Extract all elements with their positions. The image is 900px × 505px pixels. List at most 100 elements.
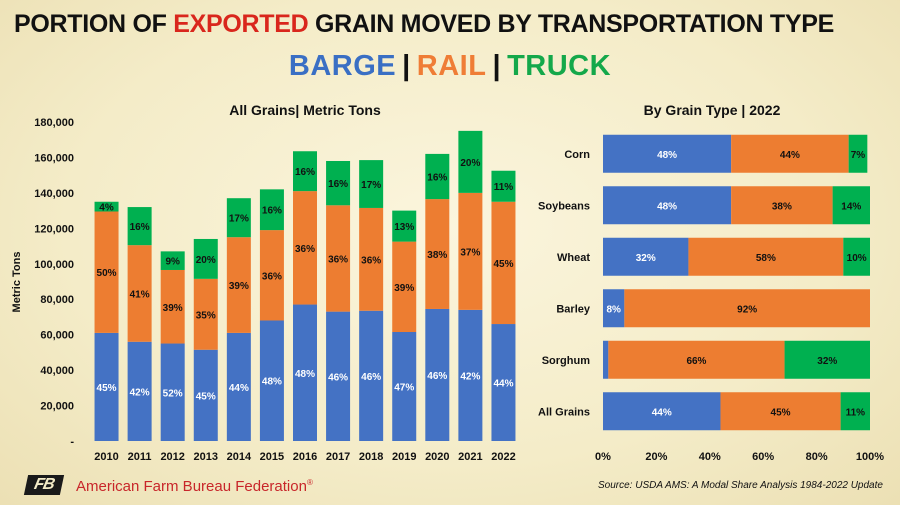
y-axis-label: Metric Tons	[11, 252, 23, 313]
bar-segment-truck	[848, 134, 868, 173]
bar-segment-truck	[392, 210, 417, 242]
y-tick-label: 120,000	[34, 223, 74, 235]
bar-segment-rail	[160, 269, 185, 344]
y-tick-label: 160,000	[34, 152, 74, 164]
bar-segment-truck	[491, 170, 516, 202]
bar-value-label: 47%	[394, 383, 414, 394]
bar-segment-truck	[226, 198, 251, 238]
bar-value-label: 17%	[229, 214, 249, 225]
category-label: Corn	[564, 149, 590, 161]
bar-value-label: 58%	[756, 253, 776, 264]
x-tick-label: 2013	[194, 451, 218, 463]
bar-value-label: 36%	[361, 255, 381, 266]
bar-value-label: 20%	[196, 255, 216, 266]
bar-segment-truck	[293, 151, 317, 192]
bar-value-label: 13%	[394, 222, 414, 233]
bar-value-label: 16%	[427, 172, 447, 183]
bar-segment-barge	[425, 308, 450, 441]
bar-segment-barge	[603, 134, 732, 173]
x-tick-label: 2020	[425, 451, 449, 463]
x-tick-label: 100%	[856, 451, 884, 463]
bar-segment-rail	[491, 201, 516, 325]
bar-value-label: 4%	[99, 203, 114, 214]
bar-value-label: 44%	[652, 407, 672, 418]
registered-mark: ®	[306, 478, 313, 487]
y-tick-label: 80,000	[40, 294, 74, 306]
y-tick-label: 100,000	[34, 259, 74, 271]
bar-value-label: 14%	[841, 201, 861, 212]
bar-value-label: 16%	[130, 222, 150, 233]
bar-value-label: 7%	[851, 150, 866, 161]
legend-rail: RAIL	[416, 50, 487, 82]
bar-value-label: 44%	[780, 150, 800, 161]
y-tick-label: 180,000	[34, 117, 74, 129]
legend-barge: BARGE	[288, 50, 397, 82]
bar-segment-barge	[392, 332, 417, 441]
bar-value-label: 48%	[657, 150, 677, 161]
x-tick-label: 2018	[359, 451, 383, 463]
grain-type-chart: By Grain Type | 2022 Corn 48% 44% 7% Soybeans…	[538, 102, 884, 463]
bar-segment-barge	[160, 343, 185, 441]
x-tick-label: 80%	[806, 451, 828, 463]
bar-segment-barge	[326, 311, 351, 441]
bar-segment-rail	[193, 278, 218, 350]
bar-segment-truck	[259, 189, 284, 231]
x-tick-label: 0%	[595, 451, 611, 463]
bar-segment-barge	[603, 340, 609, 379]
bar-value-label: 10%	[847, 253, 867, 264]
bar-value-label: 42%	[130, 387, 150, 398]
bar-value-label: 32%	[817, 356, 837, 367]
bar-segment-truck	[127, 207, 152, 246]
bar-value-label: 46%	[427, 371, 447, 382]
x-tick-label: 2019	[392, 451, 416, 463]
bar-segment-truck	[425, 153, 450, 200]
bar-value-label: 9%	[165, 257, 180, 268]
bar-value-label: 45%	[771, 407, 791, 418]
category-label: Barley	[556, 303, 591, 315]
bar-value-label: 52%	[163, 388, 183, 399]
bar-value-label: 32%	[636, 253, 656, 264]
bar-segment-truck	[784, 340, 870, 379]
bar-segment-rail	[608, 340, 785, 379]
bar-segment-barge	[458, 309, 483, 441]
category-label: Soybeans	[538, 200, 590, 212]
bar-segment-rail	[392, 241, 417, 333]
bar-segment-rail	[94, 211, 119, 333]
source-note: Source: USDA AMS: A Modal Share Analysis…	[598, 480, 883, 491]
bar-segment-truck	[193, 238, 218, 279]
bar-value-label: 36%	[328, 254, 348, 265]
bar-segment-truck	[840, 392, 870, 431]
y-tick-label: 60,000	[40, 330, 74, 342]
bar-segment-rail	[720, 392, 841, 431]
x-tick-label: 2022	[491, 451, 515, 463]
bar-segment-barge	[603, 237, 689, 276]
bar-value-label: 48%	[657, 201, 677, 212]
legend-truck: TRUCK	[507, 50, 612, 82]
bar-value-label: 48%	[262, 377, 282, 388]
bar-value-label: 17%	[361, 180, 381, 191]
bar-value-label: 39%	[394, 283, 414, 294]
bar-segment-rail	[127, 245, 152, 342]
x-tick-label: 2011	[128, 451, 152, 463]
bar-value-label: 66%	[686, 356, 706, 367]
x-tick-label: 2015	[260, 451, 284, 463]
bar-value-label: 36%	[262, 271, 282, 282]
chart-title: By Grain Type | 2022	[644, 102, 781, 118]
bar-segment-barge	[603, 392, 721, 431]
bar-value-label: 41%	[130, 289, 150, 300]
bar-segment-rail	[293, 191, 317, 305]
bar-segment-rail	[624, 289, 870, 328]
title-part2: GRAIN MOVED BY TRANSPORTATION TYPE	[308, 10, 834, 38]
bar-segment-barge	[293, 304, 317, 441]
title-highlight: EXPORTED	[173, 10, 309, 38]
page-title: PORTION OF EXPORTED GRAIN MOVED BY TRANS…	[14, 10, 894, 39]
bar-value-label: 45%	[97, 383, 117, 394]
category-label: Wheat	[557, 252, 590, 264]
x-tick-label: 2014	[227, 451, 252, 463]
bar-value-label: 38%	[772, 201, 792, 212]
bar-segment-rail	[425, 199, 450, 309]
bar-value-label: 50%	[97, 268, 117, 279]
y-tick-label: -	[70, 436, 74, 448]
bar-segment-barge	[127, 341, 152, 441]
organization-label: American Farm Bureau Federation	[76, 478, 307, 495]
